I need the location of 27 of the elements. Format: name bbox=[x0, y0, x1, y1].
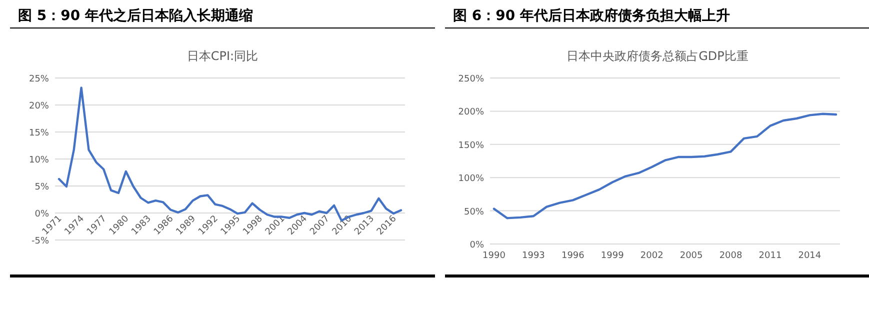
y-tick-label: -5% bbox=[31, 236, 50, 246]
chart-subtitle: 日本CPI:同比 bbox=[186, 49, 258, 63]
x-tick-label: 2008 bbox=[719, 251, 742, 261]
x-tick-label: 2011 bbox=[758, 251, 782, 261]
x-tick-label: 1993 bbox=[522, 251, 545, 261]
y-tick-label: 50% bbox=[464, 207, 484, 218]
y-tick-label: 15% bbox=[28, 128, 50, 138]
x-tick-label: 2002 bbox=[640, 251, 664, 261]
y-tick-label: 5% bbox=[34, 182, 50, 192]
chart-title: 图 6：90 年代后日本政府债务负担大幅上升 bbox=[453, 7, 730, 24]
y-tick-label: 0% bbox=[470, 240, 484, 250]
chart-title: 图 5：90 年代之后日本陷入长期通缩 bbox=[18, 7, 253, 24]
y-tick-label: 150% bbox=[458, 140, 484, 151]
y-tick-label: 100% bbox=[458, 174, 484, 184]
y-tick-label: 250% bbox=[458, 74, 484, 84]
x-tick-label: 2014 bbox=[798, 251, 822, 261]
x-tick-label: 1996 bbox=[561, 251, 585, 261]
x-tick-label: 1999 bbox=[600, 251, 624, 261]
x-tick-label: 1990 bbox=[482, 251, 506, 261]
chart-subtitle: 日本中央政府债务总额占GDP比重 bbox=[566, 49, 748, 63]
x-tick-label: 2005 bbox=[680, 251, 703, 261]
y-tick-label: 25% bbox=[28, 74, 50, 84]
y-tick-label: 200% bbox=[458, 108, 484, 118]
y-tick-label: 0% bbox=[34, 210, 50, 220]
y-tick-label: 20% bbox=[28, 102, 50, 112]
line-series bbox=[492, 112, 838, 220]
y-tick-label: 10% bbox=[28, 156, 50, 166]
